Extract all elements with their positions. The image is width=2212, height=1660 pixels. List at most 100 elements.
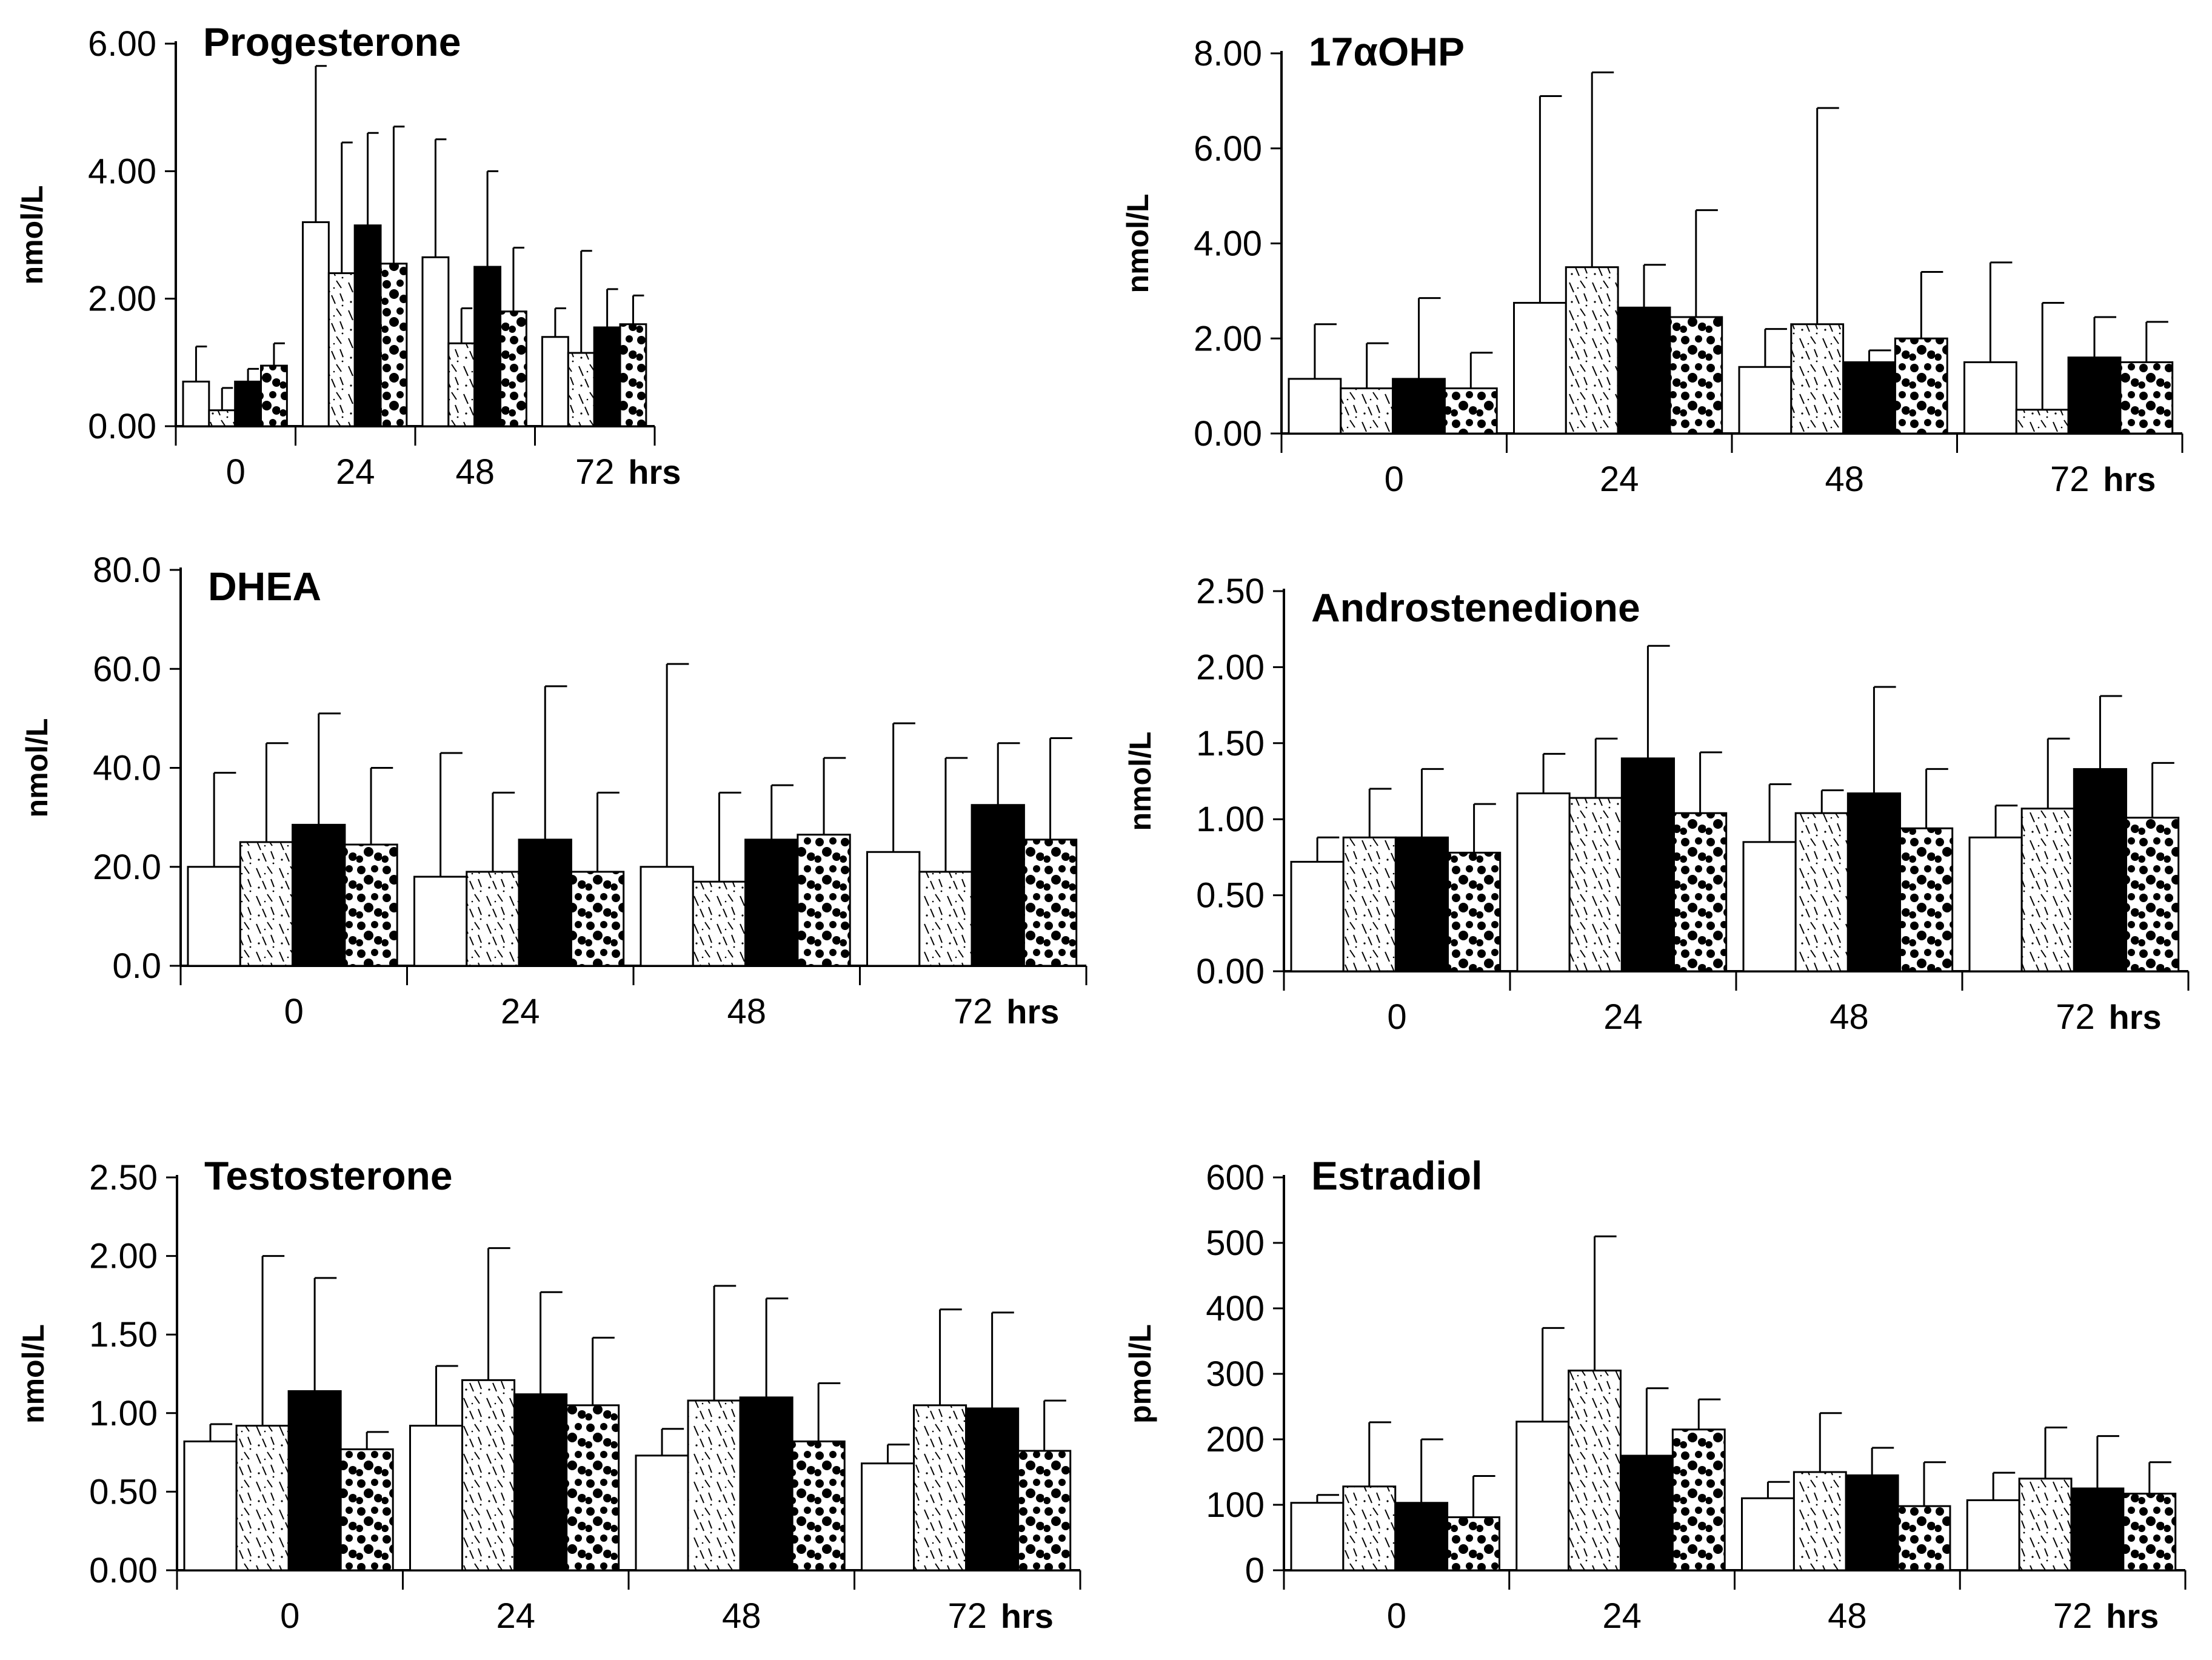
bar [466, 871, 520, 967]
y-tick-label: 500 [1206, 1223, 1265, 1263]
bar [353, 224, 382, 427]
y-tick-label: 0.00 [88, 407, 156, 446]
y-tick-label: 0.00 [1196, 952, 1265, 991]
chart-panel-1: 0.00 2.00 4.00 6.00 0 24 48 72 hrs nmol/L Progeste… [15, 19, 681, 492]
y-tick-label: 0.50 [1196, 876, 1265, 915]
bar [1568, 797, 1623, 972]
bar [1620, 757, 1676, 972]
chart-title: Androstenedione [1311, 585, 1640, 630]
y-tick-label: 2.00 [1196, 648, 1265, 687]
bar [1671, 1428, 1726, 1571]
bar [234, 380, 262, 427]
chart-title: Estradiol [1311, 1153, 1482, 1198]
y-tick-label: 2.00 [1194, 319, 1262, 358]
bar [344, 843, 398, 967]
bar [2070, 1487, 2125, 1571]
y-tick-label: 40.0 [93, 749, 161, 788]
chart-panel-4: 0.00 0.50 1.00 1.50 2.00 2.50 0 24 48 72 hrs nmol/L… [1123, 572, 2190, 1037]
bar [187, 866, 241, 967]
y-tick-label: 2.50 [89, 1158, 158, 1197]
bar [287, 1390, 342, 1571]
bar [413, 875, 468, 967]
x-category-label: 72 [947, 1596, 987, 1636]
y-tick-label: 6.00 [88, 24, 156, 64]
y-axis-label: nmol/L [15, 186, 49, 285]
bar [861, 1462, 915, 1571]
bar [1290, 860, 1345, 972]
bar [518, 838, 572, 967]
bar [1394, 1502, 1449, 1571]
bar [1673, 812, 1728, 972]
bar [2020, 808, 2075, 972]
x-category-label: 48 [722, 1596, 761, 1636]
bar [239, 841, 294, 967]
bar [640, 866, 694, 967]
bar [2018, 1478, 2073, 1571]
bar [1669, 316, 1723, 435]
bar [260, 364, 288, 427]
x-category-label: 0 [284, 992, 304, 1031]
x-unit-label: hrs [628, 453, 681, 491]
bar [1394, 836, 1449, 972]
bar [302, 221, 330, 427]
chart-title: Testosterone [204, 1153, 453, 1198]
y-tick-label: 1.50 [89, 1315, 158, 1354]
bar [235, 1425, 290, 1571]
x-category-label: 24 [1600, 460, 1639, 499]
bar [1288, 378, 1342, 435]
y-tick-label: 2.00 [88, 279, 156, 319]
y-tick-label: 6.00 [1194, 129, 1262, 169]
y-axis-label: nmol/L [1121, 194, 1155, 293]
bar [541, 336, 569, 427]
bar [866, 851, 921, 967]
bar [1897, 1505, 1951, 1571]
bar [635, 1454, 689, 1571]
bar [447, 342, 476, 427]
x-category-label: 24 [496, 1596, 535, 1636]
bar [2119, 361, 2174, 435]
bar [1619, 1454, 1674, 1571]
bar [1742, 841, 1797, 972]
x-unit-label: hrs [1006, 992, 1059, 1031]
bar [566, 1404, 620, 1571]
x-unit-label: hrs [1001, 1597, 1054, 1635]
bar [2067, 356, 2122, 435]
bar [567, 352, 595, 427]
bar [1446, 1516, 1500, 1571]
bar [1017, 1450, 1072, 1571]
bar [797, 834, 851, 967]
y-tick-label: 1.00 [1196, 800, 1265, 839]
chart-panel-3: 0.0 20.0 40.0 60.0 80.0 0 24 48 72 hrs nmol/L DHEA [20, 551, 1088, 1031]
bar [500, 310, 527, 427]
x-category-label: 72 [2050, 460, 2090, 499]
y-tick-label: 4.00 [1194, 224, 1262, 264]
bar [473, 266, 502, 427]
bar [1513, 301, 1567, 435]
bar [1617, 306, 1671, 435]
bar [570, 871, 625, 967]
x-category-label: 72 [954, 992, 993, 1031]
y-axis-label: nmol/L [16, 1324, 50, 1424]
bar [1342, 1485, 1397, 1571]
y-tick-label: 0.50 [89, 1472, 158, 1511]
bar [1741, 1497, 1795, 1571]
chart-panel-5: 0.00 0.50 1.00 1.50 2.00 2.50 0 24 48 72 hrs nmol/L… [16, 1153, 1081, 1636]
bar [1790, 323, 1845, 435]
bar [1342, 836, 1397, 972]
bar [513, 1393, 568, 1571]
bar [183, 1440, 238, 1571]
x-unit-label: hrs [2109, 998, 2162, 1036]
bar [292, 823, 346, 967]
bar [1968, 836, 2023, 972]
y-tick-label: 1.50 [1196, 724, 1265, 763]
bar [339, 1448, 394, 1571]
bar [1899, 827, 1954, 972]
y-tick-label: 1.00 [89, 1394, 158, 1433]
bar [2122, 1493, 2177, 1571]
bar [1443, 387, 1498, 435]
bar [593, 326, 621, 427]
y-tick-label: 600 [1206, 1158, 1265, 1197]
x-category-label: 72 [575, 452, 615, 492]
y-tick-label: 0.0 [112, 946, 161, 986]
